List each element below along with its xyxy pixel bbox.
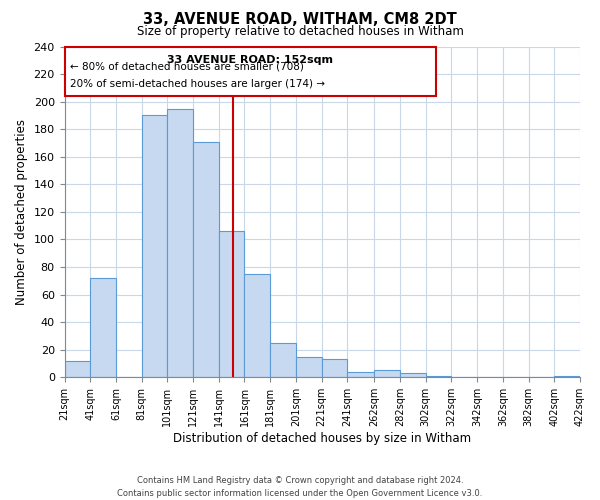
Bar (400, 373, 426, 378)
Text: 20% of semi-detached houses are larger (174) →: 20% of semi-detached houses are larger (… (70, 78, 325, 88)
FancyBboxPatch shape (65, 46, 436, 96)
Bar (219, 231, 244, 378)
Bar (296, 356, 322, 378)
Bar (347, 372, 374, 378)
Bar (193, 142, 219, 378)
Bar (322, 360, 347, 378)
Bar (426, 376, 451, 378)
Text: 33, AVENUE ROAD, WITHAM, CM8 2DT: 33, AVENUE ROAD, WITHAM, CM8 2DT (143, 12, 457, 28)
Bar (65, 361, 90, 378)
X-axis label: Distribution of detached houses by size in Witham: Distribution of detached houses by size … (173, 432, 472, 445)
Text: Contains HM Land Registry data © Crown copyright and database right 2024.
Contai: Contains HM Land Registry data © Crown c… (118, 476, 482, 498)
Bar (554, 376, 580, 378)
Text: 33 AVENUE ROAD: 152sqm: 33 AVENUE ROAD: 152sqm (167, 55, 333, 65)
Bar (374, 370, 400, 378)
Bar (167, 108, 193, 378)
Bar (270, 343, 296, 378)
Text: ← 80% of detached houses are smaller (708): ← 80% of detached houses are smaller (70… (70, 62, 304, 72)
Y-axis label: Number of detached properties: Number of detached properties (15, 119, 28, 305)
Bar (142, 116, 167, 378)
Bar (244, 274, 270, 378)
Text: Size of property relative to detached houses in Witham: Size of property relative to detached ho… (137, 25, 463, 38)
Bar (90, 278, 116, 378)
